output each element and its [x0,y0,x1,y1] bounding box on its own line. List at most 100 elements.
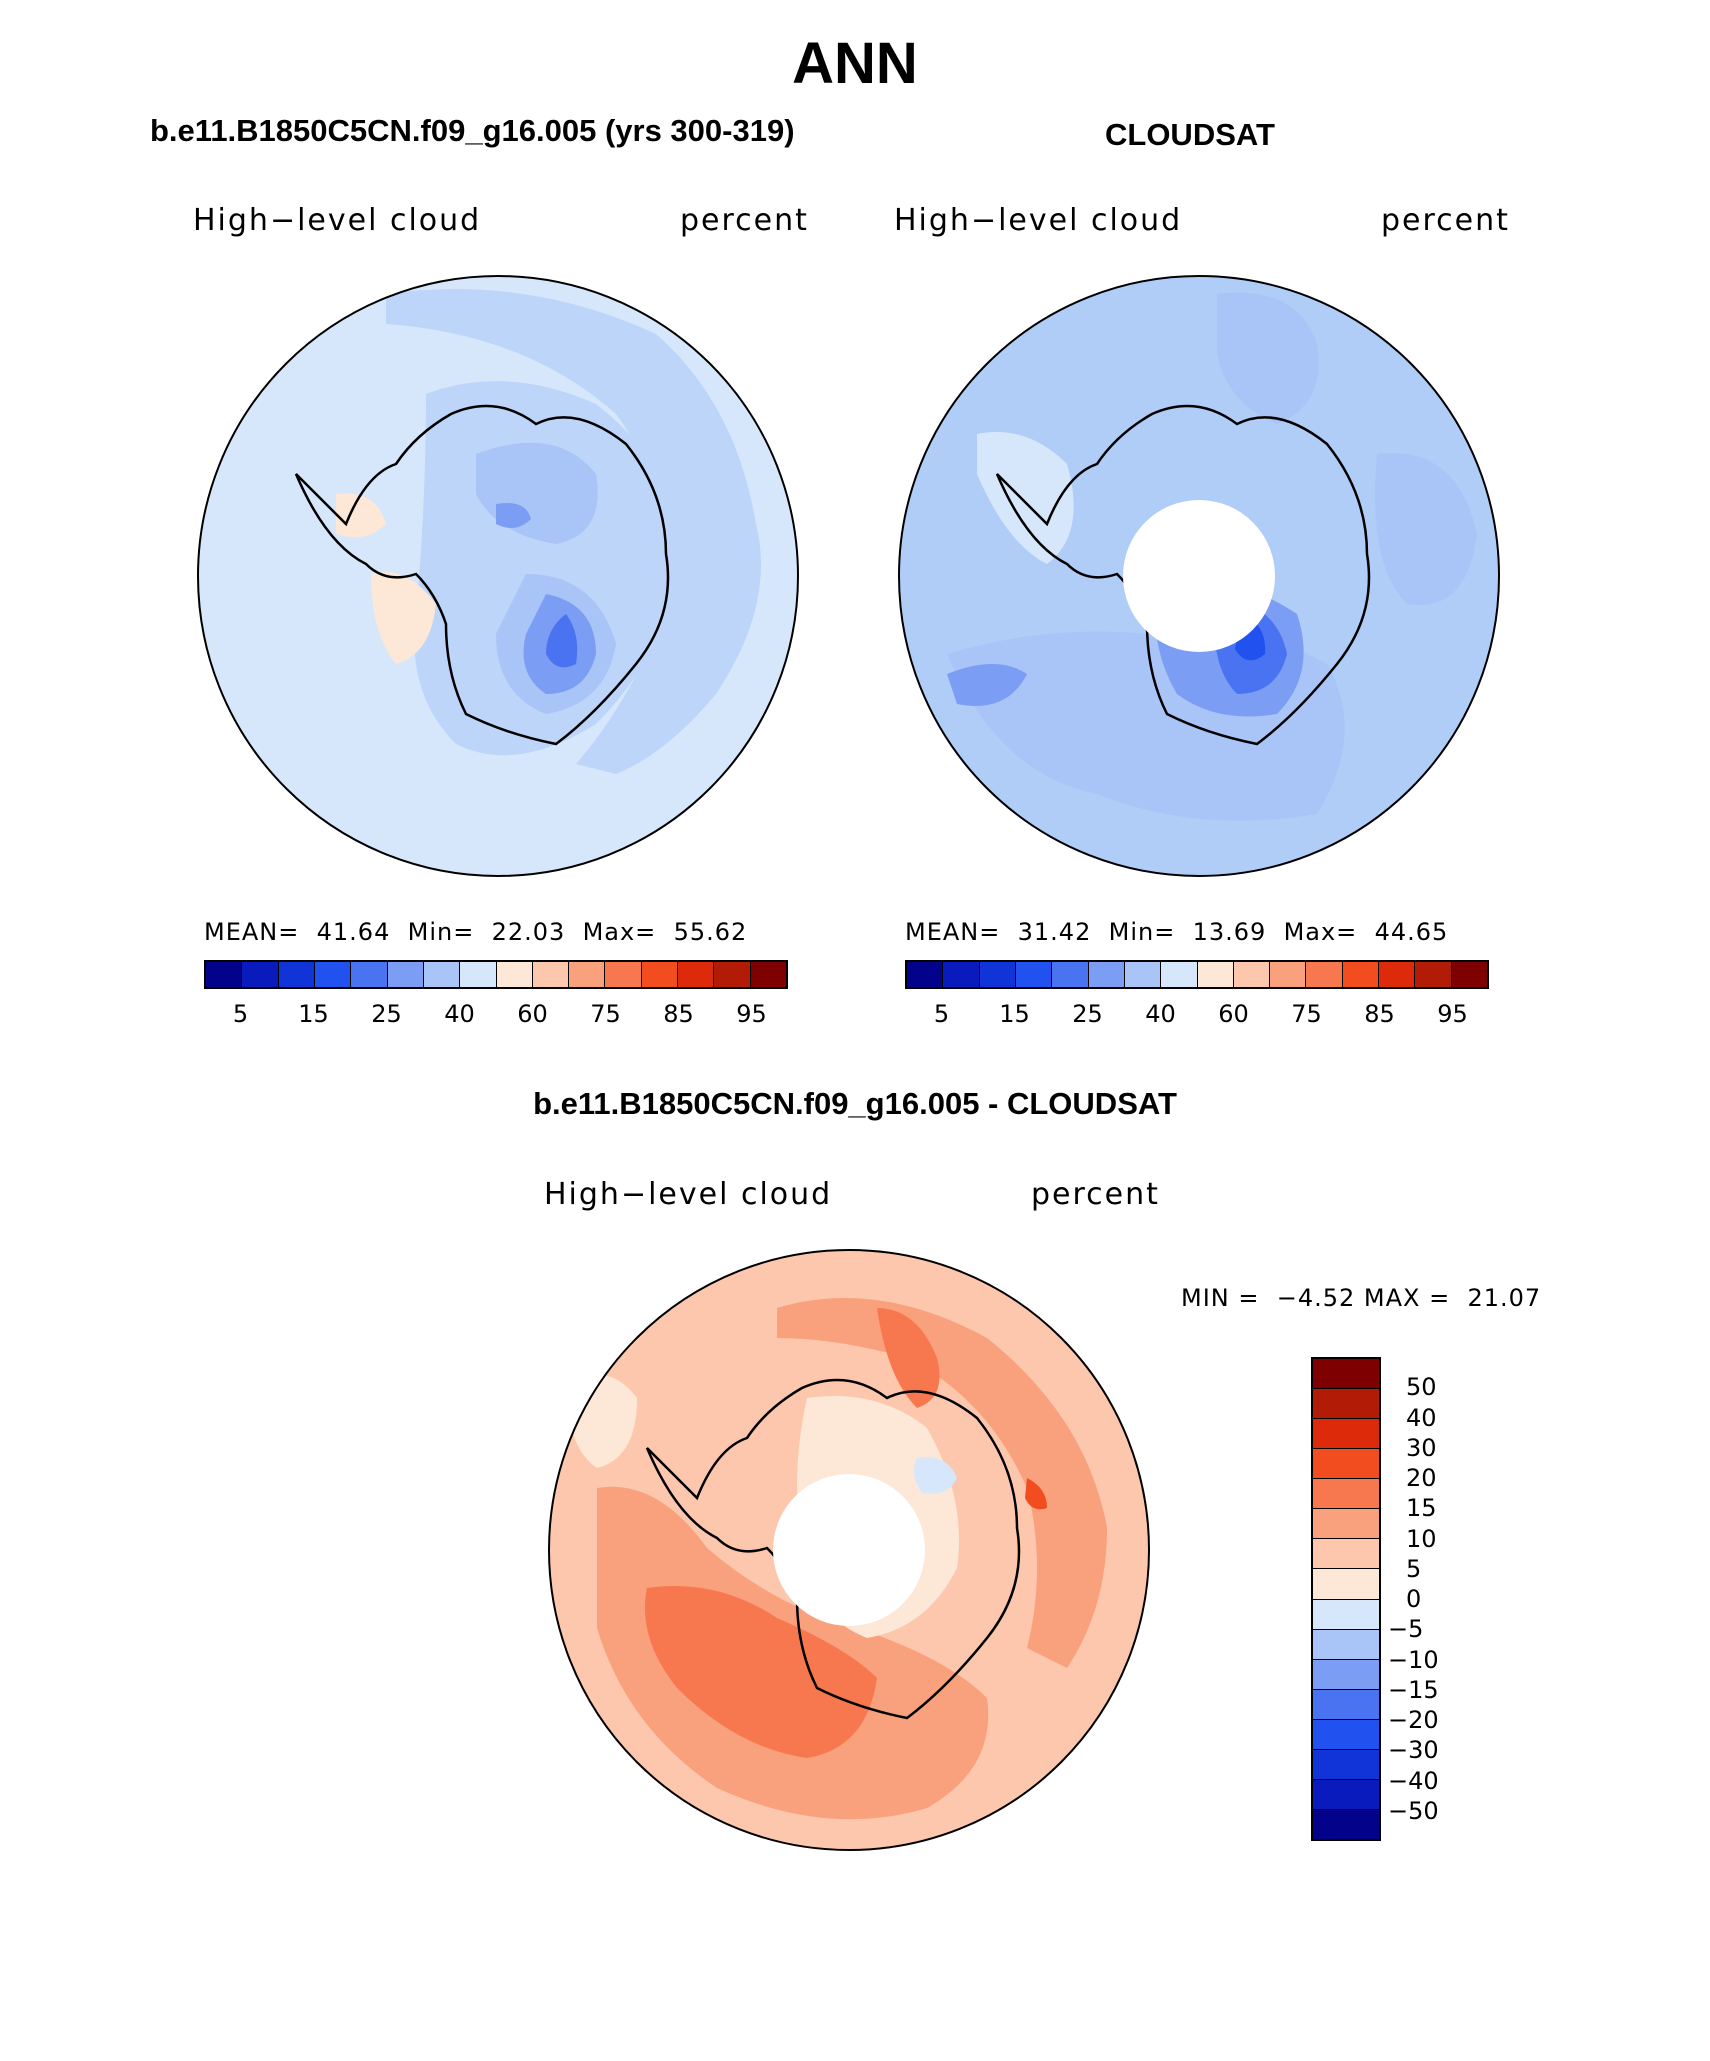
panel-1-colorbar-tick-label: 5 [232,1000,249,1028]
panel-2-colorbar-swatch [907,962,944,987]
panel-1-map [197,275,799,877]
panel-2-colorbar [905,960,1489,989]
panel-2-colorbar-tick-label: 25 [1072,1000,1103,1028]
panel-2-pale-1 [977,432,1074,564]
panel-2-colorbar-tick-label: 95 [1437,1000,1468,1028]
panel-3-colorbar-tick-label: −40 [1388,1766,1439,1795]
panel-3-stats: MIN = −4.52 MAX = 21.07 [1181,1284,1542,1312]
panel-2-colorbar-swatch [1015,962,1053,987]
panel-2-colorbar-swatch [1306,962,1343,987]
panel-1-colorbar-swatch [460,962,497,987]
panel-3-strong-3 [1025,1478,1047,1510]
panel-1-colorbar-swatch [605,962,642,987]
panel-3-colorbar-swatch [1313,1479,1379,1510]
panel-1-units-label: percent [680,203,809,238]
panel-1-colorbar-ticks: 5 15 25 40 60 75 85 95 [204,1000,788,1030]
panel-2-mean-value: 31.42 [1017,918,1092,946]
panel-2-colorbar-swatch [1088,962,1125,987]
panel-1-colorbar-swatch [532,962,570,987]
panel-1-colorbar-swatch [569,962,606,987]
panel-1-colorbar-swatch [641,962,679,987]
panel-3-title: b.e11.B1850C5CN.f09_g16.005 - CLOUDSAT [533,1086,1177,1121]
panel-2-colorbar-tick-label: 75 [1291,1000,1322,1028]
panel-3-colorbar-swatch [1313,1659,1379,1690]
panel-1-deep-blue-3 [496,503,531,528]
panel-3-upper-ring [777,1298,1107,1668]
panel-2-stats: MEAN= 31.42 Min= 13.69 Max= 44.65 [905,918,1448,946]
panel-3-colorbar-swatch [1313,1509,1379,1540]
panel-3-colorbar-tick-label: −30 [1388,1736,1439,1765]
panel-1-colorbar-swatch [387,962,424,987]
panel-2-upper-blue [1217,292,1319,424]
panel-3-colorbar-tick-label: 30 [1406,1433,1437,1462]
panel-3-colorbar-swatch [1313,1419,1379,1450]
panel-1-colorbar [204,960,788,989]
panel-2-min-label: Min= [1108,918,1176,946]
panel-3-colorbar-swatch [1313,1749,1379,1780]
panel-1-colorbar-swatch [351,962,388,987]
panel-2-colorbar-swatch [943,962,980,987]
panel-3-colorbar-swatch [1313,1779,1379,1810]
panel-1-coastline [294,404,670,746]
panel-2-colorbar-ticks: 5 15 25 40 60 75 85 95 [905,1000,1489,1030]
panel-3-variable-label: High−level cloud [544,1177,833,1212]
panel-2-missing-pole [1123,500,1275,652]
panel-2-colorbar-swatch [979,962,1016,987]
panel-1-min-value: 22.03 [491,918,566,946]
panel-1-colorbar-tick-label: 25 [371,1000,402,1028]
panel-2-colorbar-swatch [1197,962,1234,987]
panel-3-colorbar-swatch [1313,1599,1379,1630]
panel-3-colorbar-swatch [1313,1569,1379,1600]
panel-2-colorbar-swatch [1451,962,1487,987]
panel-3-units-label: percent [1031,1177,1160,1212]
panel-3-colorbar-tick-label: −20 [1388,1706,1439,1734]
panel-2-max-label: Max= [1283,918,1358,946]
panel-3-colorbar-tick-label: 40 [1406,1403,1437,1432]
panel-2-left-blue [947,664,1027,706]
panel-1-colorbar-tick-label: 40 [444,1000,475,1028]
panel-2-colorbar-tick-label: 85 [1364,1000,1395,1028]
panel-2-mean-label: MEAN= [905,918,1001,946]
panel-3-strong-2 [877,1308,940,1408]
panel-2-units-label: percent [1381,203,1510,238]
panel-3-colorbar-swatch [1313,1809,1379,1839]
panel-3-colorbar-tick-label: 20 [1406,1464,1437,1492]
panel-3-colorbar-swatch [1313,1629,1379,1660]
panel-2-colorbar-swatch [1124,962,1162,987]
panel-2-max-value: 44.65 [1374,918,1449,946]
panel-1-max-value: 55.62 [673,918,748,946]
panel-1-colorbar-swatch [242,962,279,987]
figure-title: ANN [792,31,918,96]
panel-2-colorbar-tick-label: 40 [1145,1000,1176,1028]
panel-3-coastline [645,1378,1021,1720]
panel-3-colorbar-swatch [1313,1359,1379,1390]
panel-2-colorbar-tick-label: 15 [999,1000,1030,1028]
panel-3-strong-1 [645,1586,877,1758]
panel-3-colorbar-tick-label: −10 [1388,1645,1439,1674]
panel-3-colorbar-tick-label: −50 [1388,1796,1439,1825]
panel-2-colorbar-swatch [1270,962,1307,987]
panel-1-colorbar-swatch [423,962,461,987]
panel-2-colorbar-swatch [1233,962,1271,987]
panel-1-peach-1 [371,572,436,664]
panel-2-colorbar-swatch [1052,962,1089,987]
panel-3-colorbar-tick-label: 50 [1406,1373,1437,1402]
panel-3-blue-spot [913,1457,957,1494]
panel-1-deep-blue-2 [546,614,578,668]
panel-1-mean-value: 41.64 [316,918,391,946]
panel-2-min-value: 13.69 [1192,918,1267,946]
panel-3-colorbar-ticks: 50 40 30 20 15 10 5 0 −5 −10 −15 −20 −30 −40 −50 [1388,1357,1476,1841]
panel-1-ring-light-blue [386,289,761,774]
panel-1-peach-2 [336,493,386,538]
panel-2-variable-label: High−level cloud [894,203,1183,238]
panel-1-colorbar-tick-label: 60 [517,1000,548,1028]
panel-3-colorbar-tick-label: 0 [1406,1585,1422,1613]
panel-1-colorbar-swatch [206,962,243,987]
panel-3-colorbar-swatch [1313,1539,1379,1570]
panel-3-colorbar-swatch [1313,1689,1379,1720]
panel-3-colorbar [1311,1357,1381,1841]
panel-3-colorbar-swatch [1313,1719,1379,1750]
panel-1-colorbar-tick-label: 75 [590,1000,621,1028]
panel-3-map [548,1249,1150,1851]
panel-2-colorbar-swatch [1415,962,1452,987]
